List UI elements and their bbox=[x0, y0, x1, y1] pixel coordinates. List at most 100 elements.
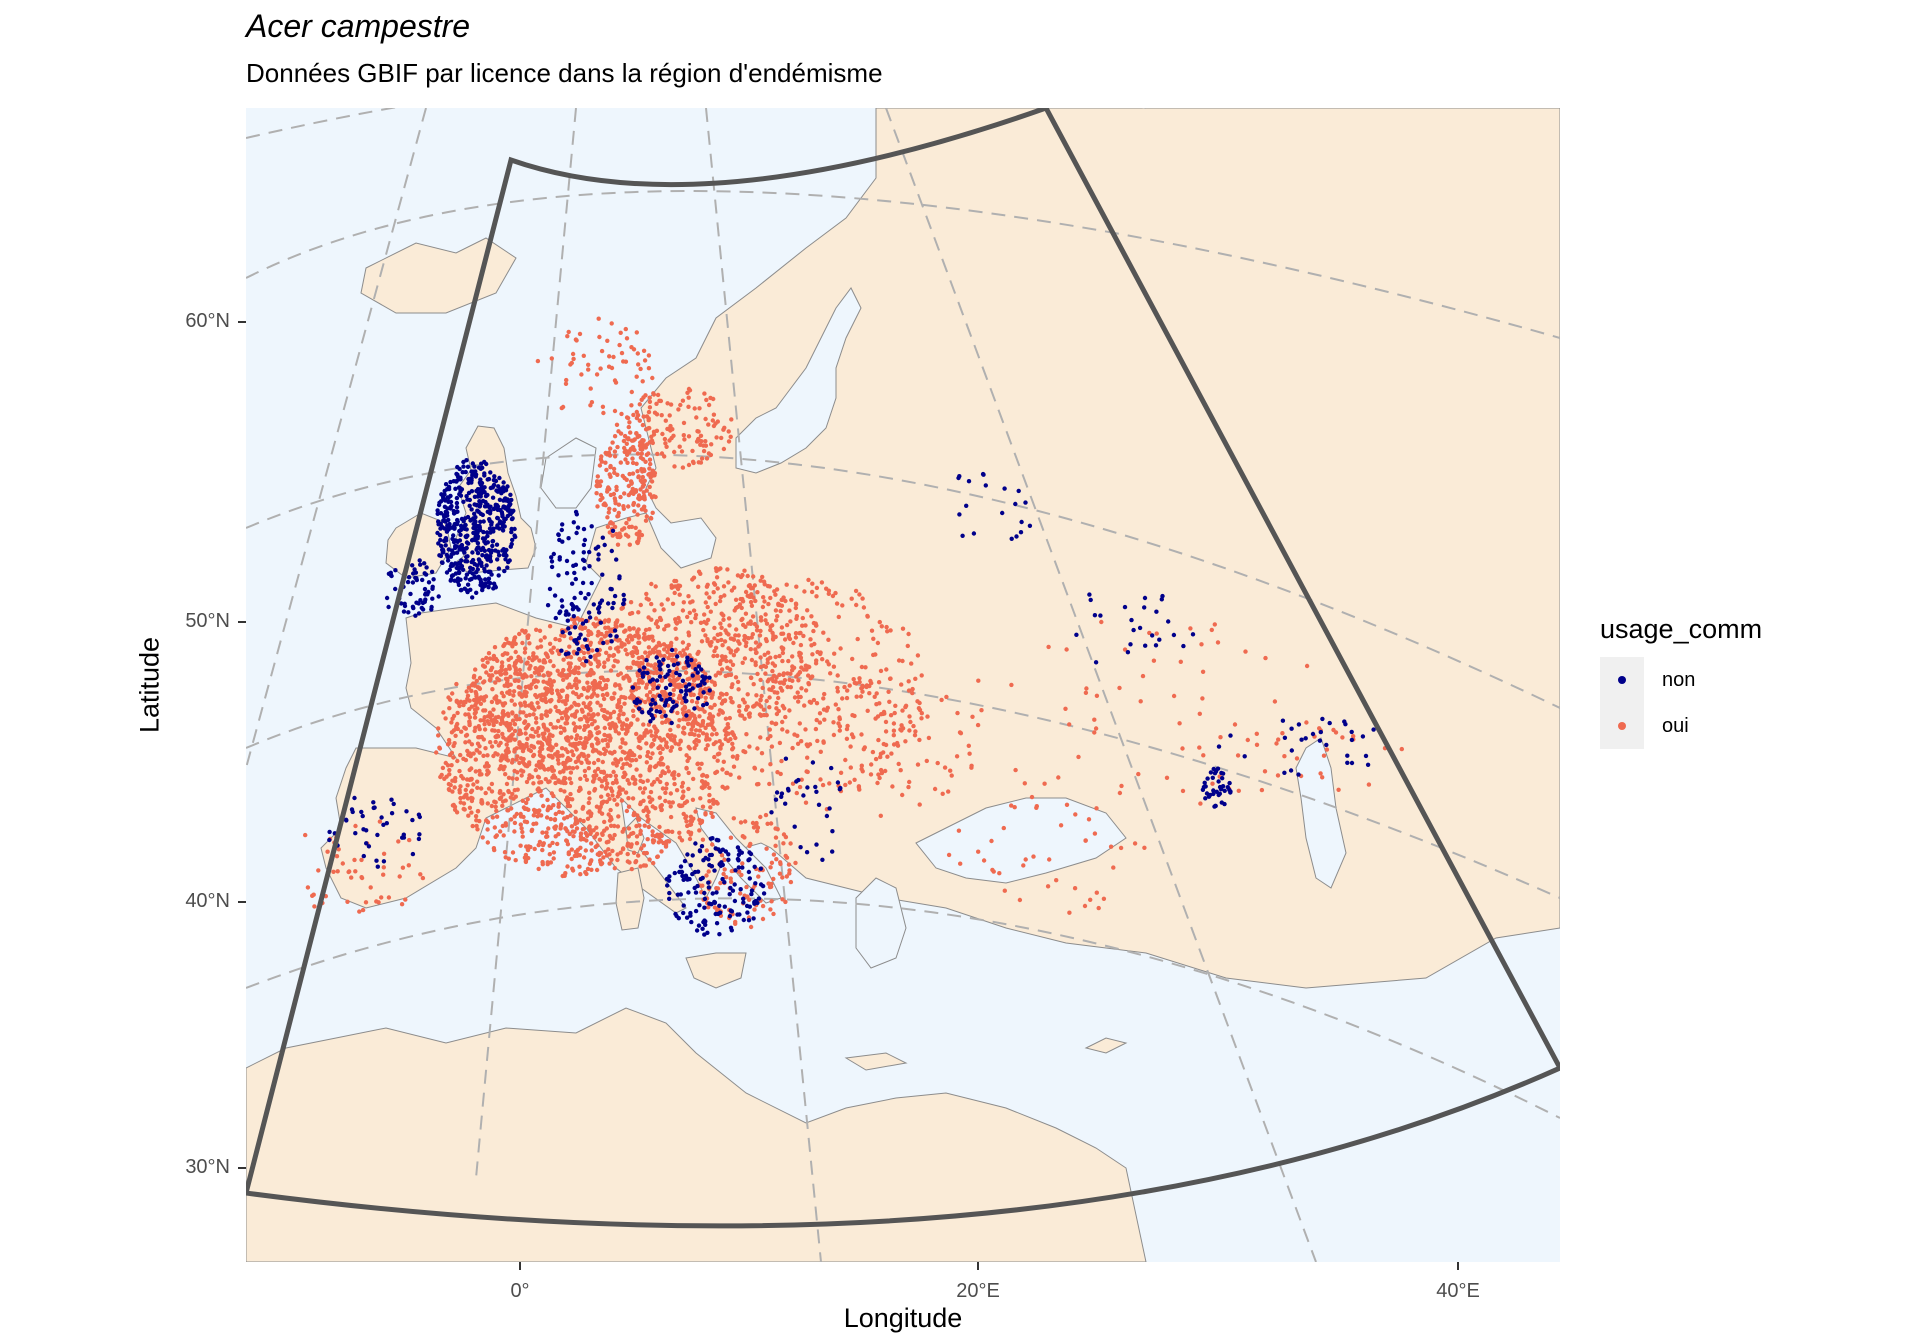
occurrence-point bbox=[713, 911, 718, 917]
occurrence-point bbox=[566, 626, 571, 631]
occurrence-point bbox=[479, 800, 485, 805]
occurrence-point bbox=[471, 751, 476, 756]
occurrence-point bbox=[636, 474, 641, 479]
y-tick-mark-30 bbox=[238, 1167, 246, 1169]
occurrence-point bbox=[526, 722, 531, 728]
occurrence-point bbox=[680, 640, 686, 645]
occurrence-point bbox=[1320, 716, 1325, 722]
occurrence-point bbox=[1056, 775, 1061, 780]
occurrence-point bbox=[621, 438, 627, 444]
occurrence-point bbox=[391, 801, 396, 807]
occurrence-point bbox=[617, 574, 622, 579]
occurrence-point bbox=[818, 777, 823, 782]
occurrence-point bbox=[753, 598, 758, 604]
occurrence-point bbox=[634, 841, 640, 846]
legend-item-non[interactable]: non bbox=[1600, 657, 1762, 703]
occurrence-point bbox=[605, 792, 611, 798]
occurrence-point bbox=[477, 772, 483, 777]
occurrence-point bbox=[750, 820, 756, 826]
occurrence-point bbox=[1206, 794, 1212, 799]
occurrence-point bbox=[656, 659, 662, 664]
occurrence-point bbox=[571, 834, 576, 839]
occurrence-point bbox=[533, 767, 538, 773]
occurrence-point bbox=[491, 722, 496, 728]
occurrence-point bbox=[612, 628, 618, 633]
occurrence-point bbox=[600, 572, 605, 577]
occurrence-point bbox=[360, 813, 365, 819]
occurrence-point bbox=[783, 899, 788, 905]
map-subtitle: Données GBIF par licence dans la région … bbox=[246, 58, 883, 88]
occurrence-point bbox=[605, 524, 611, 529]
occurrence-point bbox=[723, 716, 729, 721]
occurrence-point bbox=[497, 475, 502, 481]
occurrence-point bbox=[546, 746, 551, 752]
occurrence-point bbox=[443, 509, 448, 514]
occurrence-point bbox=[1318, 771, 1323, 776]
occurrence-point bbox=[705, 637, 710, 642]
occurrence-point bbox=[913, 676, 918, 681]
occurrence-point bbox=[672, 590, 677, 596]
occurrence-point bbox=[478, 466, 483, 471]
occurrence-point bbox=[611, 769, 616, 775]
occurrence-point bbox=[831, 664, 837, 669]
occurrence-point bbox=[560, 539, 565, 544]
map-panel[interactable] bbox=[246, 108, 1560, 1262]
occurrence-point bbox=[806, 673, 811, 678]
occurrence-point bbox=[645, 654, 650, 659]
occurrence-point bbox=[562, 633, 567, 639]
occurrence-point bbox=[672, 734, 677, 739]
europe-map[interactable] bbox=[246, 108, 1560, 1262]
occurrence-point bbox=[594, 491, 599, 496]
occurrence-point bbox=[464, 732, 470, 738]
occurrence-point bbox=[572, 625, 578, 630]
occurrence-point bbox=[617, 534, 622, 540]
occurrence-point bbox=[561, 726, 567, 731]
occurrence-point bbox=[593, 546, 599, 551]
occurrence-point bbox=[360, 907, 366, 913]
occurrence-point bbox=[540, 698, 546, 703]
occurrence-point bbox=[445, 742, 451, 747]
occurrence-point bbox=[654, 428, 660, 433]
occurrence-point bbox=[510, 718, 516, 723]
occurrence-point bbox=[619, 694, 624, 700]
occurrence-point bbox=[820, 657, 825, 662]
occurrence-point bbox=[484, 563, 489, 568]
occurrence-point bbox=[565, 800, 571, 805]
occurrence-point bbox=[817, 711, 823, 716]
occurrence-point bbox=[693, 890, 699, 895]
occurrence-point bbox=[599, 862, 604, 867]
occurrence-point bbox=[651, 494, 657, 499]
occurrence-point bbox=[648, 702, 654, 707]
occurrence-point bbox=[567, 803, 573, 809]
occurrence-point bbox=[654, 655, 659, 660]
occurrence-point bbox=[1219, 800, 1224, 805]
occurrence-point bbox=[1031, 854, 1036, 859]
occurrence-point bbox=[472, 728, 477, 734]
occurrence-point bbox=[1002, 888, 1007, 893]
occurrence-point bbox=[717, 695, 722, 700]
occurrence-point bbox=[586, 686, 591, 692]
occurrence-point bbox=[612, 593, 618, 599]
occurrence-point bbox=[668, 727, 673, 733]
occurrence-point bbox=[434, 750, 439, 755]
occurrence-point bbox=[624, 637, 630, 643]
occurrence-point bbox=[793, 860, 798, 866]
occurrence-point bbox=[469, 704, 474, 709]
occurrence-point bbox=[654, 401, 659, 406]
occurrence-point bbox=[883, 719, 889, 725]
occurrence-point bbox=[477, 525, 482, 530]
occurrence-point bbox=[957, 512, 962, 517]
occurrence-point bbox=[510, 644, 515, 649]
occurrence-point bbox=[638, 773, 643, 778]
occurrence-point bbox=[624, 723, 629, 728]
occurrence-point bbox=[714, 837, 719, 843]
occurrence-point bbox=[727, 623, 732, 628]
occurrence-point bbox=[569, 780, 574, 786]
legend-item-oui[interactable]: oui bbox=[1600, 703, 1762, 749]
occurrence-point bbox=[1181, 643, 1186, 649]
occurrence-point bbox=[764, 846, 769, 851]
occurrence-point bbox=[568, 661, 573, 666]
occurrence-point bbox=[685, 852, 690, 857]
occurrence-point bbox=[510, 710, 515, 715]
occurrence-point bbox=[810, 674, 815, 679]
